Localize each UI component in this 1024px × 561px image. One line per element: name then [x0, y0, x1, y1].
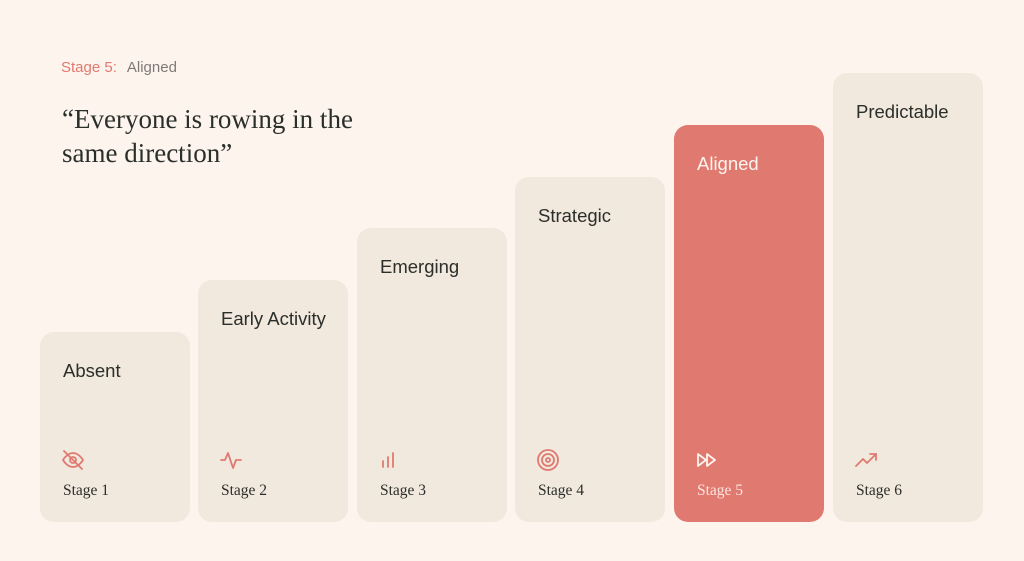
stage-title: Emerging [380, 256, 460, 277]
stage-card: Emerging Stage 3 [357, 228, 507, 522]
stage-label: Stage 1 [63, 482, 110, 499]
icon-pulse [220, 452, 242, 469]
stage-label: Stage 6 [856, 482, 903, 499]
icon-eye-off [62, 450, 84, 470]
icon-target [537, 449, 559, 471]
stage-card: Strategic Stage 4 [515, 177, 665, 522]
stage-number: Stage 5: [61, 59, 117, 76]
stage-title: Early Activity [221, 308, 326, 329]
stage-card-active: Aligned Stage 5 [674, 125, 824, 522]
stage-title: Absent [63, 360, 121, 381]
stage-label: Stage 5 [697, 482, 744, 499]
icon-trending-up [855, 453, 877, 467]
stage-card: Early Activity Stage 2 [198, 280, 348, 522]
stage-card: Absent Stage 1 [40, 332, 190, 522]
stage-label: Stage 3 [380, 482, 427, 499]
stage-name: Aligned [126, 59, 177, 76]
stage-title: Aligned [697, 153, 759, 174]
stage-title: Predictable [856, 101, 949, 122]
stage-indicator: Stage 5: Aligned [61, 59, 177, 76]
stage-label: Stage 2 [221, 482, 268, 499]
stage-label: Stage 4 [538, 482, 585, 499]
icon-bars [382, 452, 394, 468]
quote: “Everyone is rowing in the same directio… [62, 104, 353, 168]
icon-fast-forward [697, 453, 716, 467]
stage-card: Predictable Stage 6 [833, 73, 983, 522]
stage-title: Strategic [538, 205, 612, 226]
